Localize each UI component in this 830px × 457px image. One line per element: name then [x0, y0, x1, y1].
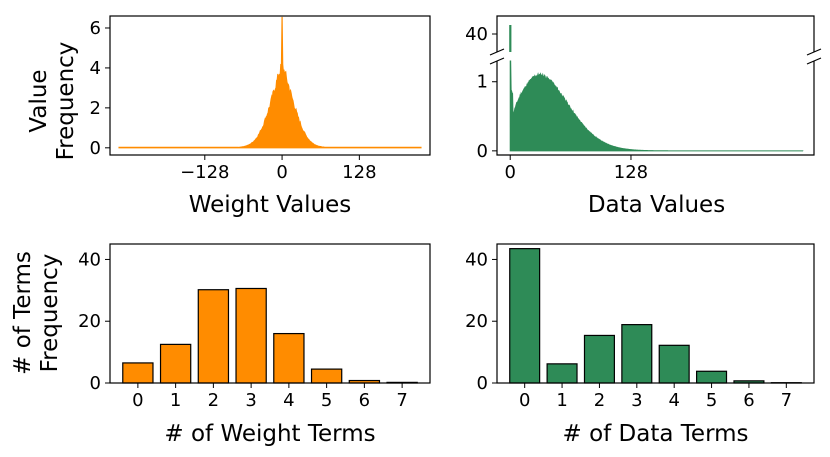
- weight-terms-ylabel-line-1: Frequency: [37, 254, 63, 373]
- weight-terms-xtick-2-label: 2: [208, 390, 219, 411]
- weight-terms-ylabel-line-0: # of Terms: [10, 251, 36, 375]
- data-terms-bar-3: [621, 324, 653, 384]
- weight-terms-xtick-3-label: 3: [245, 390, 256, 411]
- weight-terms-bar-1: [159, 343, 192, 384]
- data-terms-ytick-1-label: 20: [465, 311, 488, 332]
- weight-values-histogram: −128 0 128 0 2 4 6 Weight Values ValueFrequency: [26, 15, 431, 218]
- data-values-histogram: 0 128 40 0 1 Data Values: [465, 15, 822, 218]
- weight-values-histogram-area: [118, 16, 422, 149]
- weight-terms-xtick-0-label: 0: [132, 390, 143, 411]
- data-values-xlabel: Data Values: [588, 192, 725, 218]
- weight-terms-bar-2: [197, 289, 230, 384]
- data-values-break-mark-3: [806, 57, 822, 65]
- data-terms-bar-1: [546, 363, 578, 384]
- weight-values-ytick-1-label: 2: [90, 98, 101, 119]
- weight-values-ylabel-line-1: Frequency: [53, 42, 79, 161]
- weight-values-axes-frame: [109, 15, 431, 156]
- data-values-histogram-area: [509, 60, 804, 152]
- weight-values-ylabel: ValueFrequency: [26, 42, 79, 161]
- weight-terms-ylabel: # of TermsFrequency: [10, 251, 63, 375]
- data-terms-xtick-3-label: 3: [631, 390, 642, 411]
- weight-terms-bar-0: [122, 362, 154, 384]
- data-terms-xtick-1-label: 1: [556, 390, 567, 411]
- data-terms-xtick-4-label: 4: [668, 390, 679, 411]
- data-values-xtick-1-label: 128: [614, 162, 648, 183]
- data-values-break-mark-0: [489, 48, 505, 56]
- weight-terms-ytick-2-label: 40: [78, 249, 101, 270]
- data-values-bottom-frame: [496, 61, 815, 156]
- data-values-ytick-top-0-label: 40: [465, 24, 488, 45]
- data-values-ytick-bottom-1-label: 1: [477, 72, 488, 93]
- data-terms-bar-chart: 0 1 2 3 4 5 6 7 0 20 40 # of Data Terms: [465, 243, 815, 447]
- data-terms-ytick-2-label: 40: [465, 249, 488, 270]
- weight-values-ylabel-line-0: Value: [26, 69, 52, 132]
- weight-terms-xtick-7-label: 7: [396, 390, 407, 411]
- weight-values-xtick-0-label: −128: [180, 162, 229, 183]
- weight-terms-ytick-0-label: 0: [90, 373, 101, 394]
- data-terms-bar-4: [658, 344, 690, 384]
- weight-terms-bar-3: [235, 287, 267, 384]
- weight-terms-xtick-6-label: 6: [359, 390, 370, 411]
- weight-terms-xtick-1-label: 1: [170, 390, 181, 411]
- weight-values-ytick-3-label: 6: [90, 18, 101, 39]
- weight-terms-axes-frame: [109, 243, 431, 384]
- weight-terms-ytick-1-label: 20: [78, 311, 101, 332]
- data-terms-bar-0: [509, 248, 541, 384]
- data-terms-xtick-5-label: 5: [706, 390, 717, 411]
- data-values-top-frame: [496, 15, 815, 52]
- data-terms-xtick-2-label: 2: [594, 390, 605, 411]
- weight-terms-xlabel: # of Weight Terms: [164, 421, 375, 447]
- data-values-break-mark-1: [806, 48, 822, 56]
- weight-values-xlabel: Weight Values: [189, 192, 352, 218]
- data-terms-bar-2: [583, 334, 615, 384]
- weight-terms-bar-chart: 0 1 2 3 4 5 6 7 0 20 40 # of Weight Terms # of Terms…: [10, 243, 431, 447]
- weight-terms-bar-4: [273, 332, 305, 384]
- weight-terms-xtick-4-label: 4: [283, 390, 294, 411]
- data-values-spike-bar: [509, 25, 512, 52]
- data-values-xtick-0-label: 0: [504, 162, 515, 183]
- data-terms-xlabel: # of Data Terms: [562, 421, 748, 447]
- weight-values-xtick-1-label: 0: [276, 162, 287, 183]
- weight-values-xtick-2-label: 128: [342, 162, 376, 183]
- data-terms-bar-5: [696, 370, 728, 384]
- weight-values-ytick-2-label: 4: [90, 58, 101, 79]
- weight-terms-bar-5: [310, 368, 343, 384]
- data-terms-xtick-6-label: 6: [743, 390, 754, 411]
- data-terms-axes-frame: [496, 243, 815, 384]
- data-terms-xtick-0-label: 0: [519, 390, 530, 411]
- data-terms-xtick-7-label: 7: [781, 390, 792, 411]
- data-terms-ytick-0-label: 0: [477, 373, 488, 394]
- weight-values-ytick-0-label: 0: [90, 138, 101, 159]
- data-values-break-mark-2: [489, 57, 505, 65]
- weight-terms-xtick-5-label: 5: [321, 390, 332, 411]
- data-values-ytick-bottom-0-label: 0: [477, 141, 488, 162]
